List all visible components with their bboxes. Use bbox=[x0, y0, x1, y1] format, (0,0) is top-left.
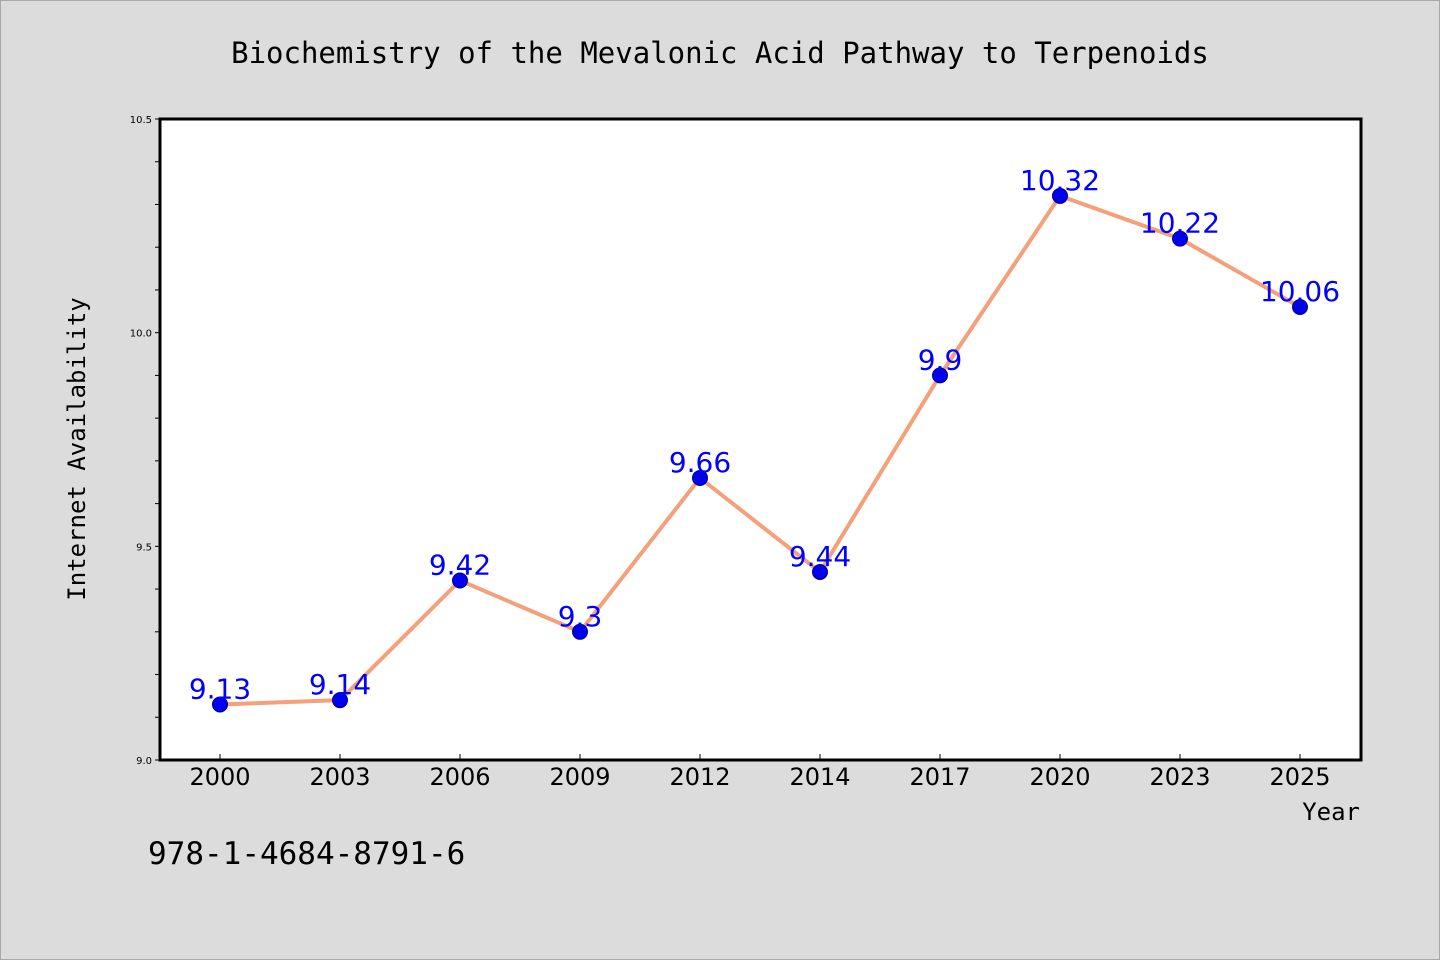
data-label: 9.66 bbox=[669, 446, 731, 479]
data-point bbox=[1172, 230, 1188, 247]
y-tick-label: 9.5 bbox=[136, 542, 152, 553]
x-tick-label: 2014 bbox=[789, 763, 850, 791]
plot-area bbox=[158, 117, 1363, 762]
y-axis-title: Internet Availability bbox=[63, 297, 91, 600]
x-tick-label: 2017 bbox=[909, 763, 970, 791]
data-label: 9.44 bbox=[789, 540, 851, 573]
x-axis-title: Year bbox=[1302, 798, 1360, 826]
data-point bbox=[812, 563, 828, 580]
y-tick-label: 10.0 bbox=[130, 329, 152, 340]
data-labels: 9.13 9.14 9.42 9.3 9.66 9.44 9.9 10.32 10.22 10.0… bbox=[189, 164, 1340, 706]
data-point bbox=[1292, 299, 1308, 316]
data-point bbox=[332, 692, 348, 709]
data-point bbox=[692, 469, 708, 486]
data-point bbox=[212, 696, 228, 713]
y-tick-label: 9.0 bbox=[136, 756, 152, 767]
x-axis: 2000 2003 2006 2009 2012 2014 2017 2020 2023 2025 bbox=[189, 754, 1331, 791]
x-tick-label: 2025 bbox=[1269, 763, 1330, 791]
data-label: 9.3 bbox=[558, 600, 603, 633]
x-tick-label: 2003 bbox=[309, 763, 370, 791]
data-label: 10.32 bbox=[1020, 164, 1100, 197]
x-tick-label: 2020 bbox=[1029, 763, 1090, 791]
x-tick-label: 2006 bbox=[429, 763, 490, 791]
y-tick-label: 10.5 bbox=[130, 115, 152, 126]
data-point bbox=[452, 572, 468, 589]
data-label: 10.22 bbox=[1140, 207, 1220, 240]
series-markers bbox=[212, 187, 1308, 713]
data-point bbox=[932, 367, 948, 384]
x-tick-label: 2023 bbox=[1149, 763, 1210, 791]
data-label: 9.13 bbox=[189, 672, 251, 705]
x-tick-label: 2012 bbox=[669, 763, 730, 791]
series-line bbox=[218, 193, 1302, 707]
data-label: 9.14 bbox=[309, 668, 371, 701]
chart-title: Biochemistry of the Mevalonic Acid Pathw… bbox=[231, 36, 1209, 70]
data-label: 10.06 bbox=[1260, 275, 1340, 308]
data-label: 9.9 bbox=[918, 343, 963, 376]
data-point bbox=[1052, 187, 1068, 204]
data-label: 9.42 bbox=[429, 549, 491, 582]
data-point bbox=[572, 623, 588, 640]
y-axis: 9.0 9.5 10.0 10.5 bbox=[130, 115, 160, 767]
x-tick-label: 2009 bbox=[549, 763, 610, 791]
isbn-text: 978-1-4684-8791-6 bbox=[148, 836, 465, 872]
x-tick-label: 2000 bbox=[189, 763, 250, 791]
